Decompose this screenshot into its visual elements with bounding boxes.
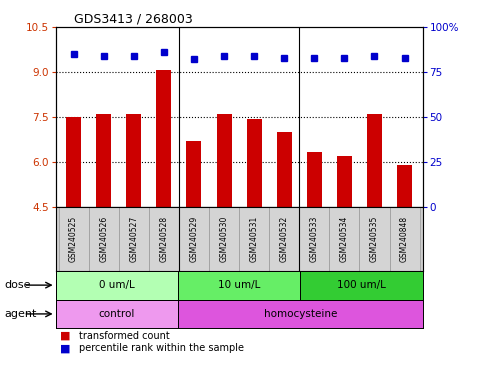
Text: GSM240848: GSM240848 [400, 216, 409, 262]
Bar [66, 117, 81, 207]
Text: control: control [99, 309, 135, 319]
Text: ■: ■ [60, 331, 71, 341]
Bar [119, 207, 149, 271]
Bar [96, 114, 111, 207]
Text: GSM240528: GSM240528 [159, 216, 169, 262]
Text: GSM240533: GSM240533 [310, 216, 319, 262]
Bar [337, 156, 352, 207]
Bar [216, 114, 231, 207]
Bar [277, 132, 292, 207]
Bar [149, 207, 179, 271]
Bar [247, 119, 262, 207]
Text: GSM240527: GSM240527 [129, 216, 138, 262]
Text: dose: dose [5, 280, 31, 290]
Bar [367, 114, 382, 207]
Bar [178, 300, 423, 328]
Text: ■: ■ [60, 343, 71, 354]
Bar [56, 271, 178, 300]
Bar [299, 207, 329, 271]
Text: 0 um/L: 0 um/L [99, 280, 135, 290]
Bar [239, 207, 269, 271]
Text: transformed count: transformed count [79, 331, 170, 341]
Text: percentile rank within the sample: percentile rank within the sample [79, 343, 244, 354]
Bar [359, 207, 389, 271]
Text: GSM240529: GSM240529 [189, 216, 199, 262]
Text: 100 um/L: 100 um/L [337, 280, 386, 290]
Text: 10 um/L: 10 um/L [218, 280, 260, 290]
Text: GSM240530: GSM240530 [220, 216, 228, 262]
Bar [126, 114, 142, 207]
Bar [89, 207, 119, 271]
Text: GSM240526: GSM240526 [99, 216, 108, 262]
Bar [58, 207, 89, 271]
Bar [269, 207, 299, 271]
Bar [179, 207, 209, 271]
Bar [397, 165, 412, 207]
Text: GSM240525: GSM240525 [69, 216, 78, 262]
Text: GSM240535: GSM240535 [370, 216, 379, 262]
Bar [56, 300, 178, 328]
Text: homocysteine: homocysteine [264, 309, 337, 319]
Text: GSM240534: GSM240534 [340, 216, 349, 262]
Bar [307, 152, 322, 207]
Bar [186, 141, 201, 207]
Bar [178, 271, 300, 300]
Text: agent: agent [5, 309, 37, 319]
Text: GSM240532: GSM240532 [280, 216, 289, 262]
Bar [329, 207, 359, 271]
Text: GSM240531: GSM240531 [250, 216, 258, 262]
Bar [156, 71, 171, 207]
Bar [389, 207, 420, 271]
Text: GDS3413 / 268003: GDS3413 / 268003 [74, 13, 193, 26]
Bar [209, 207, 239, 271]
Bar [300, 271, 423, 300]
